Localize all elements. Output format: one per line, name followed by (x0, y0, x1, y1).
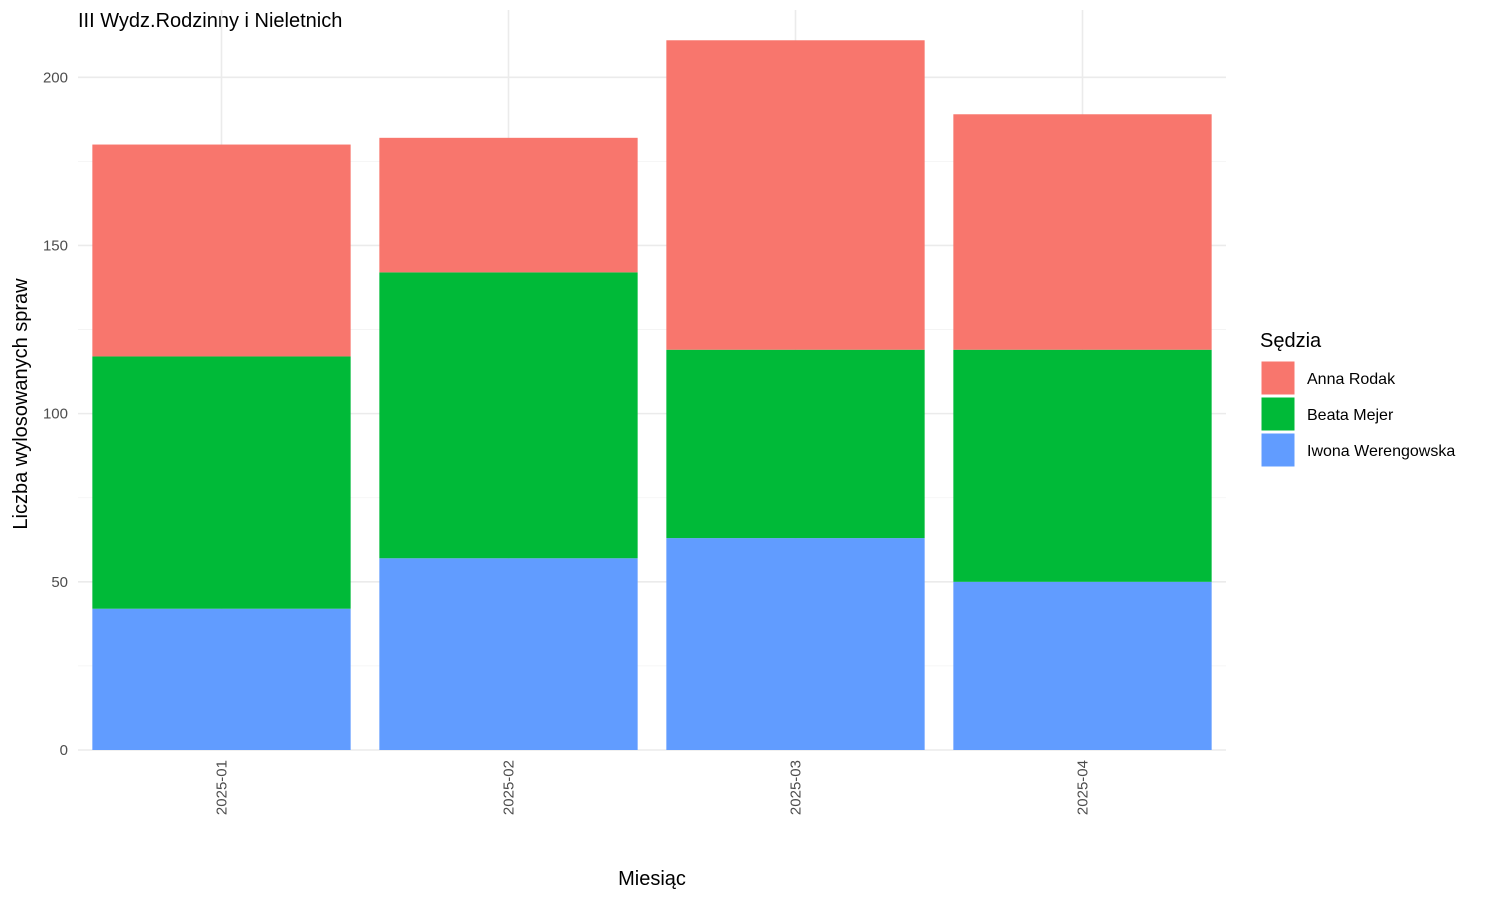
bar-segment (379, 137, 638, 273)
y-tick-label: 50 (51, 574, 68, 591)
bar-segment (953, 114, 1212, 350)
legend-key (1260, 432, 1296, 468)
y-tick-label: 200 (43, 69, 68, 86)
bar-segment (92, 356, 351, 609)
y-tick-label: 150 (43, 237, 68, 254)
y-axis-title: Liczba wylosowanych spraw (10, 278, 32, 530)
x-tick-label: 2025-04 (1075, 760, 1092, 815)
x-tick-label: 2025-03 (788, 760, 805, 815)
x-axis-title: Miesiąc (618, 868, 686, 890)
bars (92, 40, 1212, 750)
chart-title: III Wydz.Rodzinny i Nieletnich (78, 10, 342, 32)
legend-label: Beata Mejer (1307, 407, 1394, 424)
bar-segment (666, 40, 925, 350)
legend-title: Sędzia (1260, 330, 1322, 352)
y-tick-label: 0 (60, 742, 68, 759)
y-tick-label: 100 (43, 406, 68, 423)
bar-segment (953, 349, 1212, 582)
legend-key (1260, 360, 1296, 396)
bar-segment (666, 349, 925, 539)
bar-segment (666, 538, 925, 750)
bar-segment (92, 608, 351, 750)
legend-label: Iwona Werengowska (1307, 443, 1455, 460)
x-tick-label: 2025-02 (501, 760, 518, 815)
legend-key (1260, 396, 1296, 432)
x-axis-ticks: 2025-01 2025-02 2025-03 2025-04 (214, 760, 1092, 815)
bar-segment (953, 581, 1212, 750)
legend-label: Anna Rodak (1307, 371, 1396, 388)
bar-segment (92, 144, 351, 357)
legend: Sędzia Anna Rodak Beata Mejer Iwona Wereng… (1260, 330, 1455, 468)
y-axis-ticks: 0 50 100 150 200 (43, 69, 68, 759)
bar-segment (379, 272, 638, 559)
bar-segment (379, 558, 638, 750)
x-tick-label: 2025-01 (214, 760, 231, 815)
